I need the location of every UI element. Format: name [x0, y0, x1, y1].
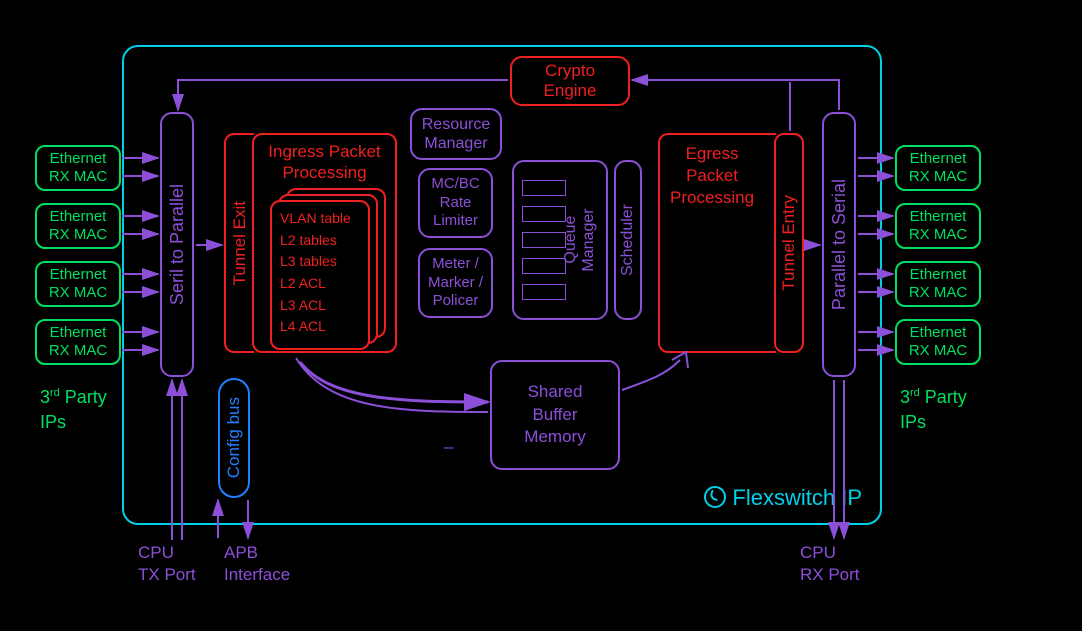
- rate-limiter: MC/BCRateLimiter: [418, 168, 493, 238]
- tunnel-entry: Tunnel Entry: [774, 133, 804, 353]
- brand-label: Flexswitch IP: [732, 485, 862, 510]
- cpu-rx-port-label: CPURX Port: [800, 542, 860, 586]
- ethernet-rx-mac: EthernetRX MAC: [35, 203, 121, 249]
- config-bus: Config bus: [218, 378, 250, 498]
- ethernet-rx-mac: EthernetRX MAC: [895, 203, 981, 249]
- ethernet-rx-mac: EthernetRX MAC: [895, 319, 981, 365]
- ethernet-rx-mac: EthernetRX MAC: [35, 261, 121, 307]
- ethernet-rx-mac: EthernetRX MAC: [895, 145, 981, 191]
- serial-to-parallel: Seril to Parallel: [160, 112, 194, 377]
- meter-marker-policer: Meter /Marker /Policer: [418, 248, 493, 318]
- left-party-ips-label: 3rd PartyIPs: [40, 385, 107, 435]
- ethernet-rx-mac: EthernetRX MAC: [35, 319, 121, 365]
- egress-packet-processing: EgressPacketProcessing: [658, 133, 776, 353]
- parallel-to-serial: Parallel to Serial: [822, 112, 856, 377]
- tunnel-exit: Tunnel Exit: [224, 133, 254, 353]
- resource-manager: ResourceManager: [410, 108, 502, 160]
- shared-buffer-memory: SharedBufferMemory: [490, 360, 620, 470]
- crypto-engine: CryptoEngine: [510, 56, 630, 106]
- cpu-tx-port-label: CPUTX Port: [138, 542, 196, 586]
- flexswitch-icon: [704, 486, 726, 508]
- queue-manager: QueueManager: [512, 160, 608, 320]
- apb-interface-label: APBInterface: [224, 542, 290, 586]
- ethernet-rx-mac: EthernetRX MAC: [895, 261, 981, 307]
- right-party-ips-label: 3rd PartyIPs: [900, 385, 967, 435]
- scheduler: Scheduler: [614, 160, 642, 320]
- stray-mark: _: [444, 430, 453, 450]
- ethernet-rx-mac: EthernetRX MAC: [35, 145, 121, 191]
